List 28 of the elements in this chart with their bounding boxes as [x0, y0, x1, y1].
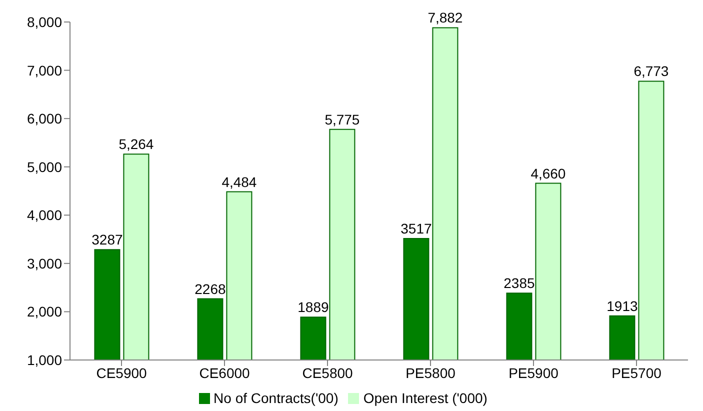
x-tick-label: PE5700: [612, 364, 662, 381]
data-label: 3517: [400, 220, 432, 236]
data-label: 2268: [194, 280, 226, 297]
x-tick-label: CE5900: [96, 364, 148, 381]
data-label: 5,775: [324, 111, 360, 128]
data-label: 5,264: [118, 136, 154, 152]
x-tick-label: CE6000: [199, 364, 250, 381]
data-label: 3287: [92, 232, 123, 248]
legend-label: Open Interest ('000): [363, 390, 488, 406]
y-tick-label: 5,000: [26, 158, 62, 175]
data-label: 1913: [606, 298, 638, 314]
y-tick-label: 2,000: [26, 304, 62, 320]
legend-label: No of Contracts('00): [214, 390, 338, 406]
x-tick-label: CE5800: [302, 364, 354, 381]
y-tick-label: 8,000: [26, 14, 62, 30]
y-tick-label: 3,000: [26, 255, 62, 272]
data-label: 4,660: [530, 165, 566, 182]
x-tick-label: PE5900: [508, 364, 559, 381]
data-label: 7,882: [428, 10, 463, 26]
y-tick-label: 4,000: [26, 207, 62, 224]
data-label: 6,773: [634, 63, 669, 80]
y-tick-label: 1,000: [26, 352, 62, 368]
x-tick-label: PE5800: [406, 364, 456, 381]
y-tick-label: 6,000: [26, 110, 62, 127]
data-label: 1889: [298, 299, 329, 316]
data-label: 4,484: [222, 174, 257, 190]
y-tick-label: 7,000: [26, 62, 62, 78]
data-label: 2385: [504, 275, 535, 292]
